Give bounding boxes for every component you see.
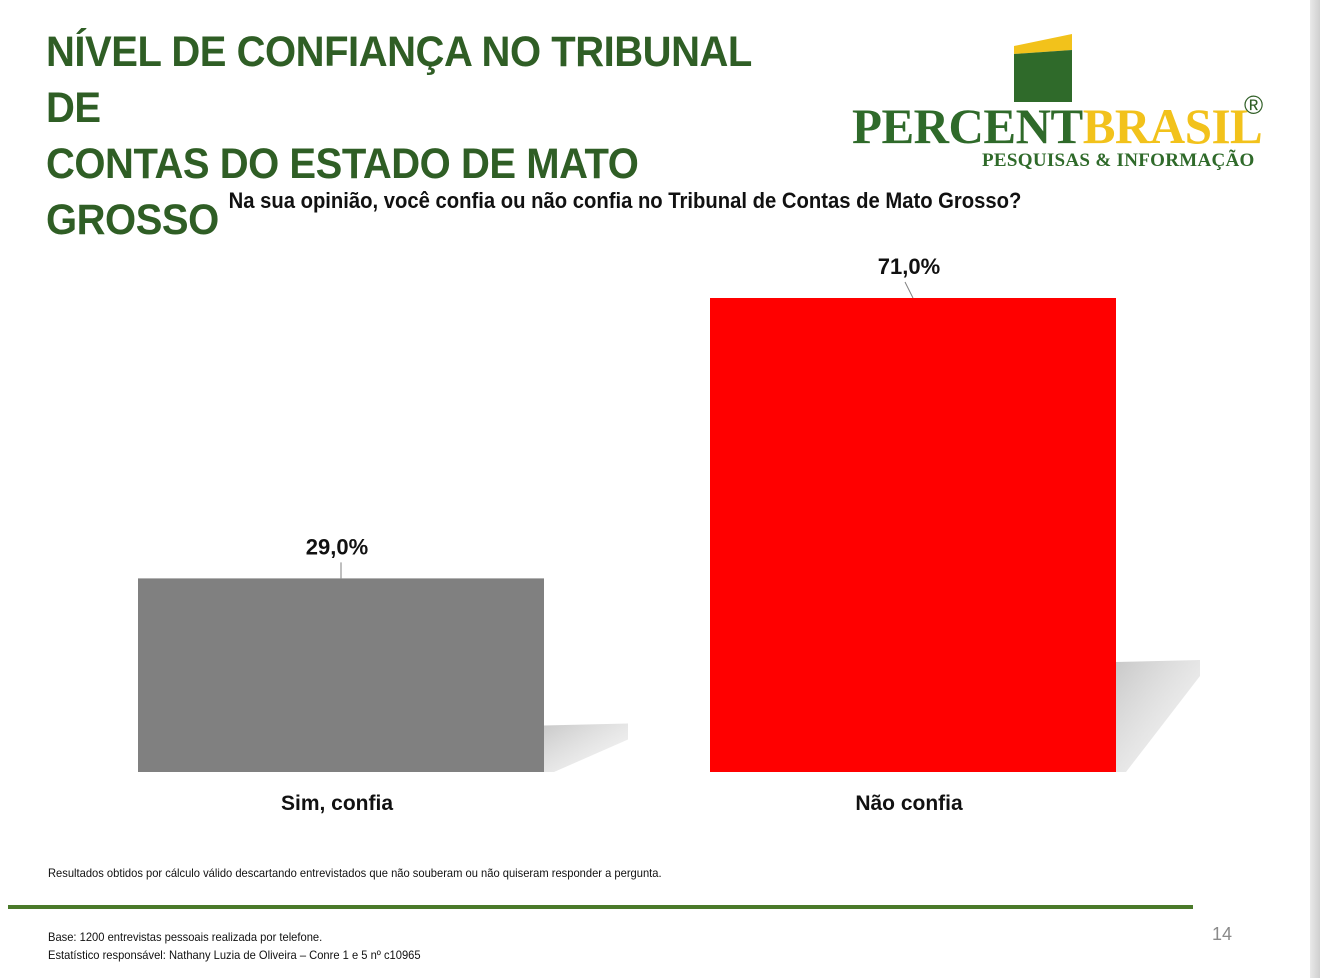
- bar-chart: 29,0% Sim, confia 71,0% Não confia: [138, 254, 1200, 815]
- bar-shadow: [544, 723, 628, 772]
- footer-base-info: Base: 1200 entrevistas pessoais realizad…: [48, 928, 421, 964]
- title-line-1: NÍVEL DE CONFIANÇA NO TRIBUNAL DE: [46, 28, 752, 132]
- base-line-2: Estatístico responsável: Nathany Luzia d…: [48, 948, 421, 962]
- logo-subtitle: PESQUISAS & INFORMAÇÃO: [982, 150, 1255, 171]
- category-label: Não confia: [855, 792, 963, 815]
- survey-question: Na sua opinião, você confia ou não confi…: [228, 188, 1022, 213]
- category-label: Sim, confia: [281, 792, 393, 815]
- logo-wordmark: PERCENTBRASIL: [852, 96, 1263, 156]
- slide-edge-shadow: [1310, 0, 1320, 978]
- page-number: 14: [1212, 924, 1233, 944]
- title-line-2: CONTAS DO ESTADO DE MATO GROSSO: [46, 140, 639, 244]
- logo-word-brasil: BRASIL: [1082, 98, 1263, 154]
- base-line-1: Base: 1200 entrevistas pessoais realizad…: [48, 930, 323, 944]
- page-title: NÍVEL DE CONFIANÇA NO TRIBUNAL DE CONTAS…: [46, 24, 809, 248]
- bar-1: [138, 578, 544, 772]
- bar-2: [710, 298, 1116, 772]
- bar-shadow: [1116, 660, 1200, 772]
- results-note: Resultados obtidos por cálculo válido de…: [48, 866, 662, 880]
- data-label-leader: [904, 281, 914, 299]
- data-label: 29,0%: [306, 534, 368, 559]
- footer-divider: [8, 905, 1193, 909]
- registered-mark: ®: [1244, 90, 1264, 120]
- logo-word-percent: PERCENT: [852, 98, 1083, 154]
- logo-flag-icon: [1014, 34, 1072, 102]
- percentbrasil-logo: PERCENTBRASIL ® PESQUISAS & INFORMAÇÃO: [852, 30, 1282, 180]
- data-label: 71,0%: [878, 254, 940, 279]
